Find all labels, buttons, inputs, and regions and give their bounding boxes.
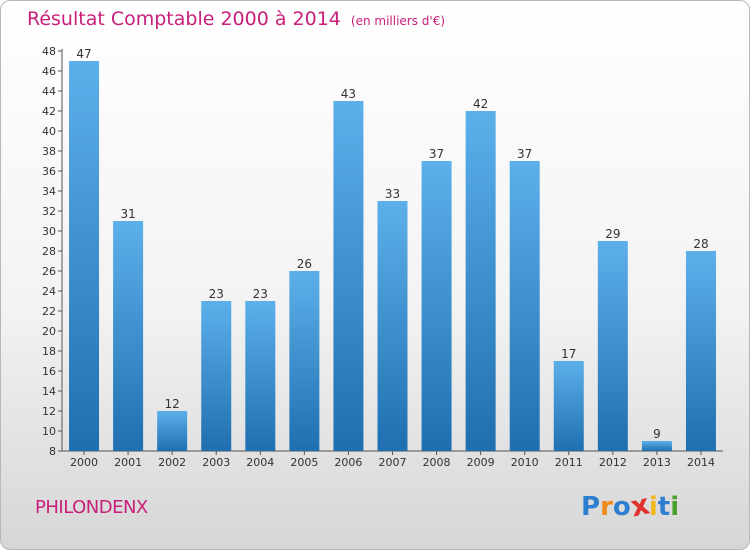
logo-letter: t: [657, 492, 671, 522]
bar-2005: [289, 271, 320, 451]
bar-2006: [333, 101, 364, 451]
data-label-2007: 33: [385, 187, 400, 201]
logo-letter: r: [600, 492, 613, 522]
bar-2013: [641, 441, 672, 451]
bar-2004: [245, 301, 276, 451]
y-tick-label: 32: [42, 205, 56, 218]
y-tick-label: 8: [49, 445, 56, 458]
data-label-2003: 23: [209, 287, 224, 301]
x-tick-label-2009: 2009: [467, 456, 495, 469]
bar-2000: [69, 61, 100, 451]
bar-2012: [597, 241, 628, 451]
logo-letter: P: [581, 492, 601, 522]
logo-letter: i: [648, 492, 658, 522]
y-tick-label: 42: [42, 105, 56, 118]
location-name: PHILONDENX: [35, 497, 148, 518]
bar-2009: [465, 111, 496, 451]
data-label-2006: 43: [341, 87, 356, 101]
y-tick-label: 14: [42, 385, 56, 398]
data-label-2013: 9: [653, 427, 661, 441]
data-label-2004: 23: [253, 287, 268, 301]
y-tick-label: 40: [42, 125, 56, 138]
x-tick-label-2014: 2014: [687, 456, 715, 469]
data-label-2011: 17: [561, 347, 576, 361]
bar-2014: [685, 251, 716, 451]
y-tick-label: 38: [42, 145, 56, 158]
x-tick-label-2001: 2001: [114, 456, 142, 469]
bar-2002: [157, 411, 188, 451]
data-label-2000: 47: [76, 47, 91, 61]
x-tick-label-2000: 2000: [70, 456, 98, 469]
x-tick-label-2002: 2002: [158, 456, 186, 469]
y-tick-label: 34: [42, 185, 56, 198]
data-label-2009: 42: [473, 97, 488, 111]
y-tick-label: 48: [42, 45, 56, 58]
y-tick-label: 12: [42, 405, 56, 418]
x-tick-label-2007: 2007: [379, 456, 407, 469]
x-tick-label-2003: 2003: [202, 456, 230, 469]
y-tick-label: 20: [42, 325, 56, 338]
y-tick-label: 46: [42, 65, 56, 78]
data-label-2005: 26: [297, 257, 312, 271]
data-label-2001: 31: [120, 207, 135, 221]
bar-2001: [113, 221, 144, 451]
y-tick-label: 28: [42, 245, 56, 258]
x-tick-label-2011: 2011: [555, 456, 583, 469]
chart-title: Résultat Comptable 2000 à 2014 (en millie…: [27, 8, 445, 30]
logo-letter: i: [670, 492, 680, 522]
y-tick-label: 18: [42, 345, 56, 358]
logo-letter: o: [612, 492, 631, 522]
data-label-2010: 37: [517, 147, 532, 161]
x-tick-label-2013: 2013: [643, 456, 671, 469]
y-tick-label: 22: [42, 305, 56, 318]
x-tick-label-2006: 2006: [334, 456, 362, 469]
chart-unit-label: (en milliers d'€): [350, 14, 446, 28]
data-label-2012: 29: [605, 227, 620, 241]
chart-title-text: Résultat Comptable 2000 à 2014: [27, 8, 341, 30]
x-tick-label-2005: 2005: [290, 456, 318, 469]
x-tick-label-2008: 2008: [423, 456, 451, 469]
y-tick-label: 26: [42, 265, 56, 278]
x-tick-label-2012: 2012: [599, 456, 627, 469]
data-label-2002: 12: [165, 397, 180, 411]
y-tick-label: 30: [42, 225, 56, 238]
y-tick-label: 44: [42, 85, 56, 98]
data-label-2014: 28: [693, 237, 708, 251]
y-tick-label: 10: [42, 425, 56, 438]
proxiti-logo: Proxiti: [581, 487, 680, 523]
y-tick-label: 36: [42, 165, 56, 178]
bar-2003: [201, 301, 232, 451]
y-tick-label: 16: [42, 365, 56, 378]
x-tick-label-2010: 2010: [511, 456, 539, 469]
bar-2008: [421, 161, 452, 451]
bar-2011: [553, 361, 584, 451]
y-tick-label: 24: [42, 285, 56, 298]
bar-2010: [509, 161, 540, 451]
data-label-2008: 37: [429, 147, 444, 161]
x-tick-label-2004: 2004: [246, 456, 274, 469]
bar-2007: [377, 201, 408, 451]
